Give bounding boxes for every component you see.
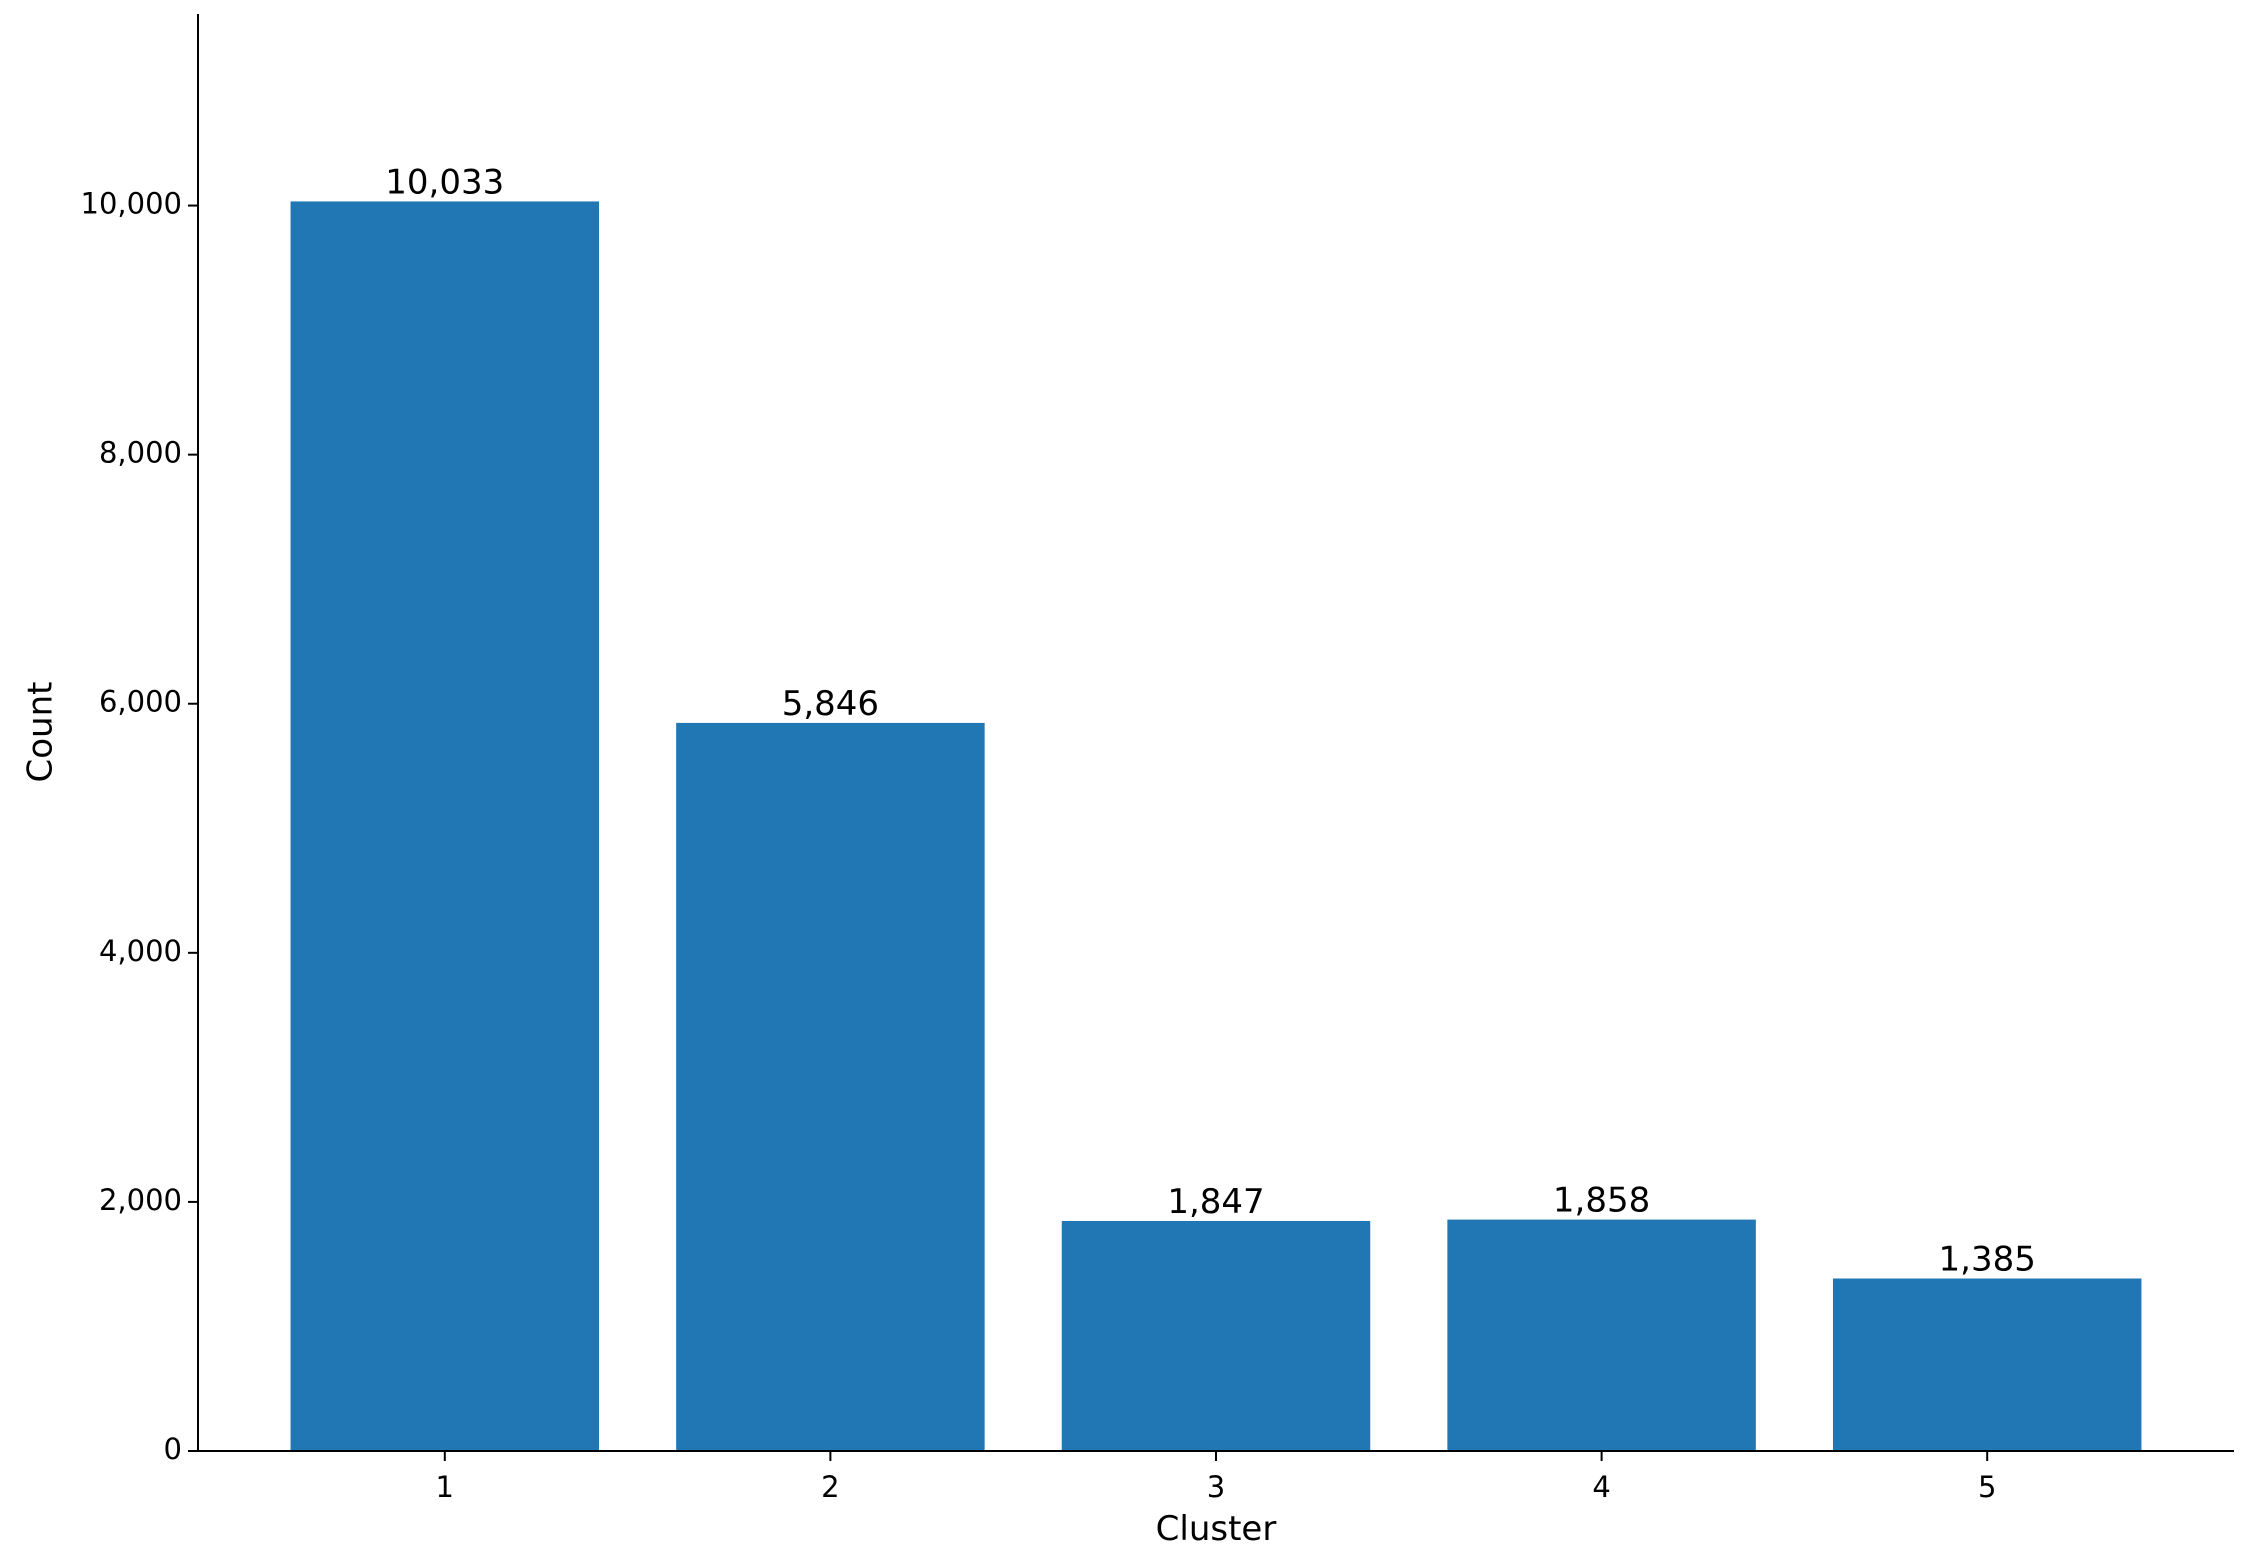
y-tick-label: 10,000 [81,187,182,221]
value-label: 1,847 [1167,1182,1264,1222]
x-tick-label: 2 [821,1470,839,1504]
x-tick-label: 3 [1207,1470,1225,1504]
value-label: 1,858 [1553,1181,1650,1221]
y-tick-label: 2,000 [99,1183,182,1217]
y-tick-label: 4,000 [99,934,182,968]
value-label: 1,385 [1939,1240,2036,1280]
y-axis-label: Count [21,682,61,783]
y-tick-label: 8,000 [99,436,182,470]
bar [1832,1278,2142,1451]
y-tick-label: 6,000 [99,685,182,719]
value-label: 10,033 [385,162,504,202]
bar [290,201,600,1452]
bar [676,722,985,1451]
x-tick-label: 1 [436,1470,454,1504]
value-label: 5,846 [782,684,879,724]
x-tick-label: 4 [1592,1470,1610,1504]
x-tick-label: 5 [1978,1470,1996,1504]
x-axis-label: Cluster [1156,1509,1277,1549]
y-tick-label: 0 [164,1432,182,1466]
bar [1447,1219,1756,1451]
bar [1061,1220,1371,1451]
